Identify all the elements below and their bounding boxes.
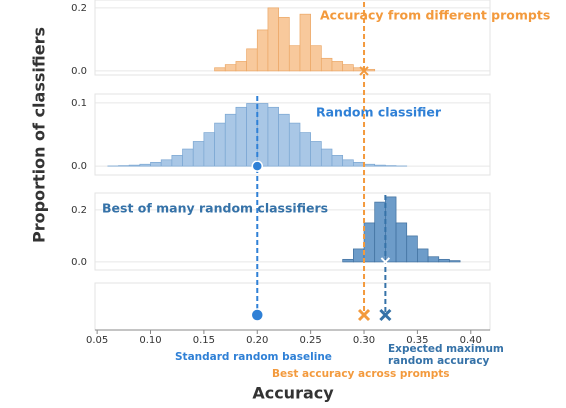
histogram-bar — [183, 149, 194, 166]
histogram-bar — [247, 103, 258, 166]
histogram-bar — [385, 166, 396, 167]
y-tick-label: 0.2 — [71, 205, 87, 216]
y-axis-label: Proportion of classifiers — [30, 27, 49, 243]
x-tick-label: 0.10 — [139, 335, 161, 346]
histogram-bar — [332, 61, 343, 70]
axis-marker — [359, 310, 369, 320]
reference-label: Expected maximum — [388, 343, 504, 355]
histogram-bar — [375, 165, 386, 166]
histogram-bar — [311, 141, 322, 166]
histogram-bar — [236, 61, 247, 70]
histogram-bar — [364, 223, 375, 262]
histogram-bar — [321, 58, 332, 71]
histogram-bar — [300, 133, 311, 167]
histogram-bar — [385, 197, 396, 262]
histogram-bar — [289, 123, 300, 166]
histogram-bar — [257, 30, 268, 71]
x-tick-label: 0.05 — [86, 335, 108, 346]
y-tick-label: 0.1 — [71, 98, 87, 109]
histogram-bar — [353, 162, 364, 166]
histogram-bar — [268, 107, 279, 166]
histogram-bar — [449, 261, 460, 262]
histogram-bar — [161, 160, 172, 166]
axis-frame — [95, 283, 490, 330]
panel-title: Accuracy from different prompts — [320, 8, 550, 23]
y-tick-label: 0.0 — [71, 257, 87, 268]
y-tick-label: 0.2 — [71, 3, 87, 14]
histogram-bar — [407, 236, 418, 262]
reference-label: Standard random baseline — [175, 351, 332, 363]
histogram-bar — [375, 202, 386, 262]
histogram-bar — [343, 65, 354, 71]
histogram-bar — [247, 49, 258, 71]
histogram-bar — [225, 114, 236, 166]
histogram-bar — [439, 259, 450, 262]
histogram-bar — [332, 155, 343, 166]
reference-label: Best accuracy across prompts — [272, 368, 450, 380]
x-axis-label: Accuracy — [252, 384, 334, 403]
reference-label: random accuracy — [388, 355, 490, 367]
histogram-bar — [118, 166, 129, 167]
histogram-bar — [289, 46, 300, 71]
panel-title: Random classifier — [316, 105, 442, 120]
histogram-bar — [396, 223, 407, 262]
panel-marker — [252, 161, 262, 171]
histogram-bar — [215, 68, 226, 71]
x-tick-label: 0.25 — [300, 335, 322, 346]
histogram-bar — [140, 164, 151, 166]
histogram-bar — [193, 141, 204, 166]
x-tick-label: 0.20 — [246, 335, 268, 346]
histogram-bar — [151, 162, 162, 166]
histogram-bar — [364, 164, 375, 166]
histogram-bar — [225, 65, 236, 71]
y-tick-label: 0.0 — [71, 161, 87, 172]
histogram-bar — [343, 160, 354, 166]
histogram-bar — [353, 249, 364, 262]
histogram-bar — [172, 155, 183, 166]
histogram-bar — [279, 17, 290, 71]
histogram-bar — [428, 257, 439, 262]
y-tick-label: 0.0 — [71, 66, 87, 77]
axis-marker — [251, 309, 263, 321]
histogram-bar — [236, 107, 247, 166]
histogram-bar — [215, 123, 226, 166]
histogram-bar — [204, 133, 215, 167]
histogram-bar — [279, 114, 290, 166]
x-tick-label: 0.15 — [193, 335, 215, 346]
histogram-bar — [268, 8, 279, 71]
histogram-bar — [417, 249, 428, 262]
histogram-bar — [257, 103, 268, 166]
histogram-bar — [343, 259, 354, 262]
histogram-bar — [321, 149, 332, 166]
panel-title: Best of many random classifiers — [102, 201, 328, 216]
x-tick-label: 0.30 — [353, 335, 375, 346]
histogram-bar — [311, 46, 322, 71]
histogram-bar — [300, 14, 311, 71]
histogram-bar — [129, 165, 140, 166]
